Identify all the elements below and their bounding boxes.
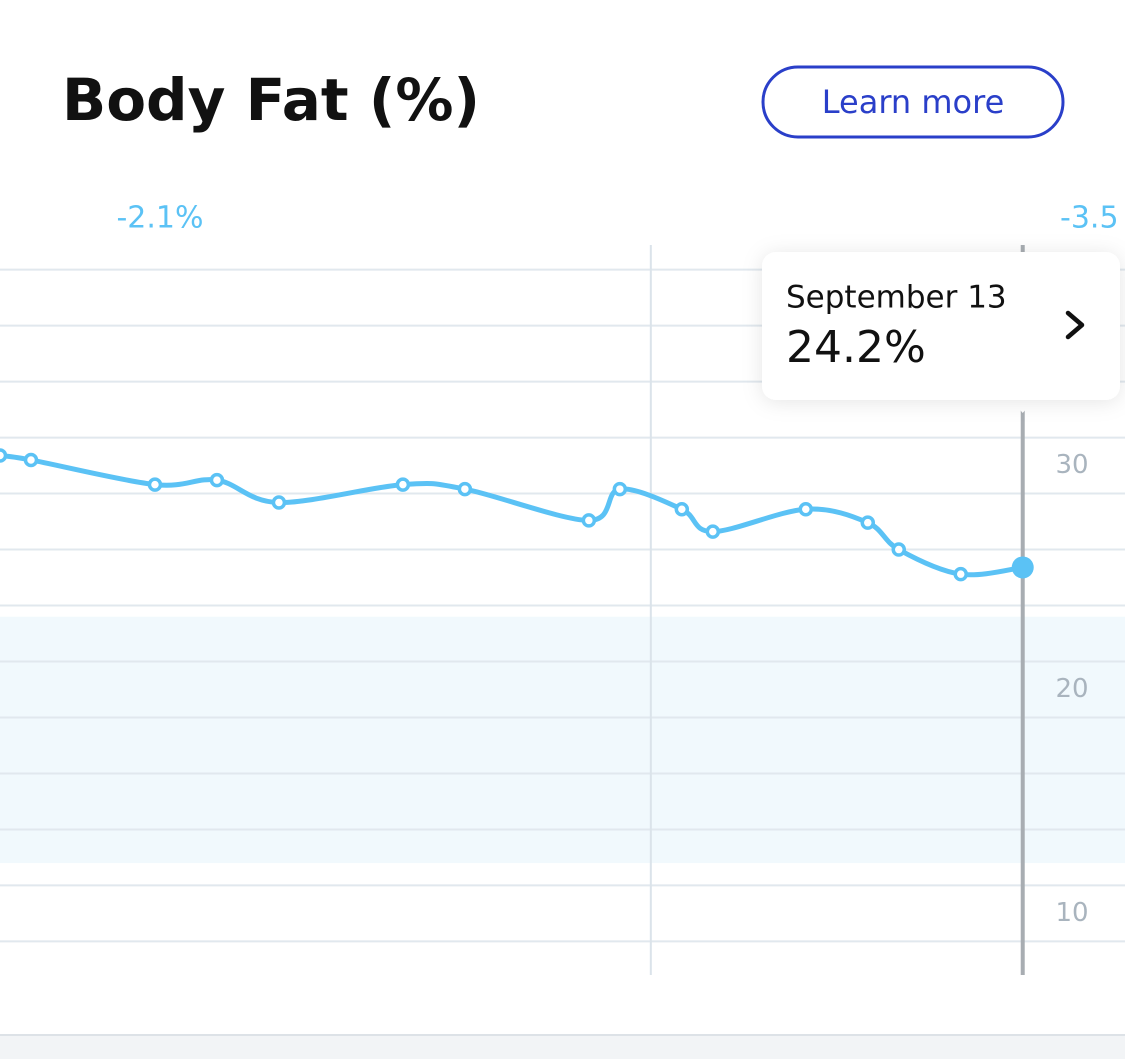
- tooltip-date: September 13: [786, 280, 1007, 316]
- data-point: [395, 477, 411, 492]
- tooltip-pointer: [1010, 399, 1035, 413]
- period-change: -3.5: [1060, 201, 1119, 236]
- data-point: [612, 481, 628, 497]
- data-point: [891, 542, 907, 557]
- data-line: [0, 452, 1026, 578]
- button-label[interactable]: Learn more: [822, 83, 1005, 121]
- overlay: 10 20 30 -2.1% -3.5: [116, 201, 1119, 975]
- learn-more-button[interactable]: Learn more: [761, 65, 1065, 139]
- range-band: [0, 616, 1125, 864]
- tooltip[interactable]: September 13 24.2%: [762, 252, 1120, 400]
- y-tick-label: 20: [1055, 674, 1088, 704]
- data-point: [271, 495, 287, 510]
- data-point: [209, 472, 225, 488]
- data-point: [457, 481, 473, 497]
- data-point: [953, 566, 968, 582]
- data-point: [0, 448, 8, 463]
- button-outline[interactable]: [761, 65, 1065, 139]
- data-point: [581, 513, 597, 528]
- y-tick-label: 30: [1055, 450, 1088, 480]
- y-tick-label: 10: [1055, 898, 1088, 928]
- data-point: [705, 524, 721, 539]
- period-change: -2.1%: [116, 201, 203, 236]
- data-point: [23, 452, 39, 468]
- data-point: [860, 515, 876, 530]
- data-point: [798, 501, 814, 517]
- tooltip-value: 24.2%: [786, 322, 926, 373]
- data-point: [674, 501, 690, 517]
- selected-point: [1011, 556, 1034, 579]
- plot-area: [0, 245, 1125, 975]
- bottom-bar: [0, 1035, 1125, 1059]
- tooltip-box[interactable]: [762, 252, 1120, 400]
- chevron-icon[interactable]: [1065, 310, 1085, 340]
- page-title: Body Fat (%): [62, 66, 480, 134]
- data-point: [147, 477, 163, 492]
